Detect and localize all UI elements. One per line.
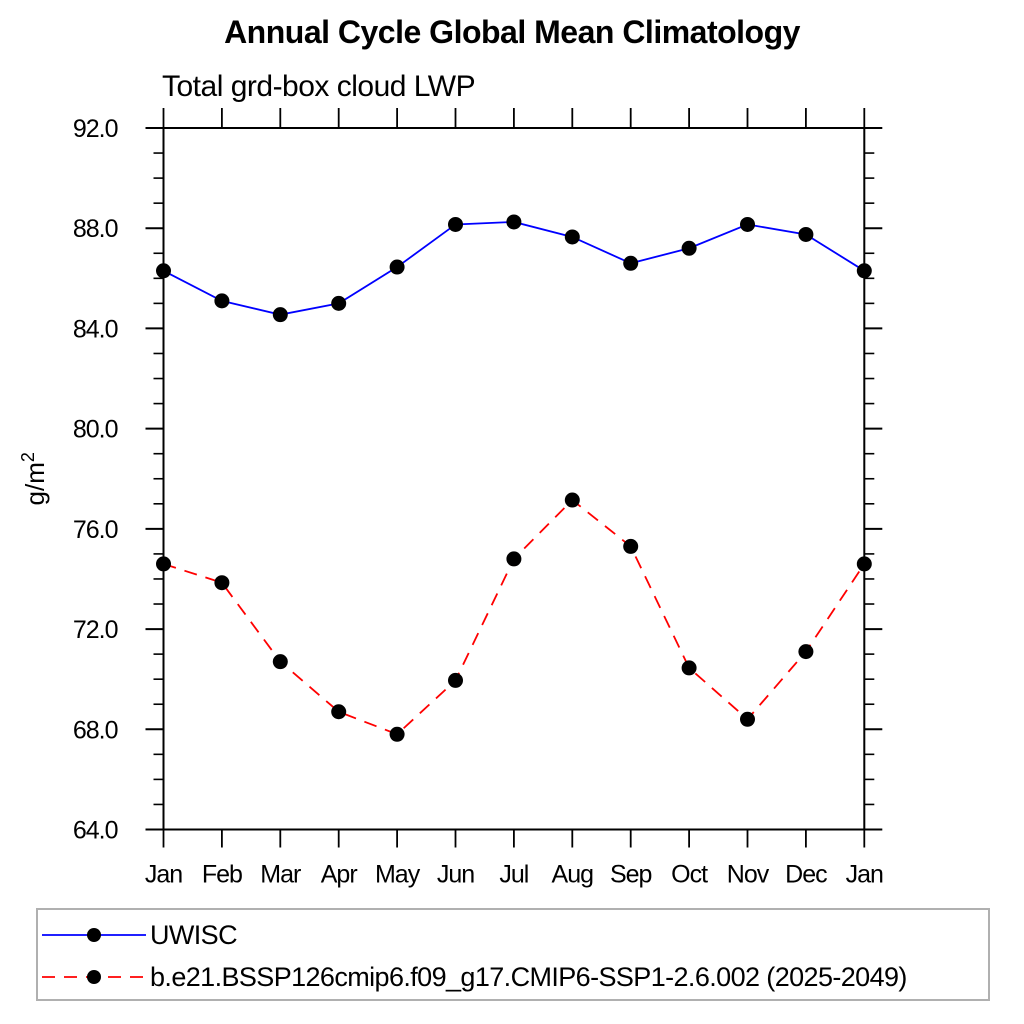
legend-label: b.e21.BSSP126cmip6.f09_g17.CMIP6-SSP1-2.… (150, 961, 907, 992)
data-point-marker (564, 229, 580, 245)
chart-subtitle: Total grd-box cloud LWP (162, 70, 476, 103)
legend-line-sample-solid (42, 928, 146, 942)
legend-label: UWISC (150, 919, 238, 950)
legend-item-model: b.e21.BSSP126cmip6.f09_g17.CMIP6-SSP1-2.… (42, 960, 907, 994)
data-point-marker (272, 654, 288, 670)
data-point-marker (856, 263, 872, 279)
y-tick-label: 64.0 (73, 817, 118, 845)
data-point-marker (448, 672, 463, 688)
x-tick-label: Dec (785, 861, 827, 889)
y-tick-label: 72.0 (73, 616, 118, 644)
y-axis-title: g/m2 (18, 452, 50, 505)
data-point-marker (156, 556, 171, 572)
data-point-marker (389, 726, 405, 742)
data-point-marker (214, 575, 230, 591)
series-line-1 (163, 498, 866, 736)
series-line-0 (163, 221, 865, 316)
x-tick-label: Sep (610, 861, 652, 889)
legend-line-sample-dashed (42, 970, 146, 984)
chart-title: Annual Cycle Global Mean Climatology (224, 14, 800, 50)
x-tick-label: Apr (321, 861, 358, 889)
plot-area: 64.0 68.0 72.0 76.0 80.0 84.0 88.0 92.0 Jan Feb Ma… (18, 108, 884, 889)
x-tick-label: Jul (499, 861, 528, 889)
data-point-marker (564, 492, 580, 508)
data-point-marker (272, 307, 288, 323)
x-tick-label: Jan (846, 861, 883, 889)
x-tick-label: May (375, 861, 421, 889)
data-point-marker (214, 293, 230, 309)
x-tick-label: Aug (552, 861, 594, 889)
data-point-marker (798, 226, 814, 242)
data-point-marker (681, 660, 697, 676)
data-point-marker (623, 538, 639, 554)
y-tick-label: 92.0 (73, 115, 118, 143)
data-point-marker (623, 255, 639, 271)
legend: UWISC b.e21.BSSP126cmip6.f09_g17.CMIP6-S… (36, 908, 990, 1001)
data-point-marker (389, 259, 405, 275)
data-point-marker (798, 644, 814, 660)
data-point-marker (856, 556, 872, 572)
y-tick-label: 76.0 (73, 516, 118, 544)
y-tick-label: 80.0 (73, 416, 118, 444)
data-point-marker (156, 263, 171, 279)
y-tick-label: 84.0 (73, 315, 118, 343)
legend-sample-marker (87, 970, 101, 984)
x-tick-label: Oct (671, 861, 708, 889)
data-point-marker (740, 216, 755, 232)
data-point-marker (331, 704, 347, 720)
data-point-marker (681, 240, 697, 256)
data-point-marker (740, 711, 755, 727)
data-point-marker (506, 551, 522, 567)
axis-frame (162, 127, 866, 831)
x-tick-label: Feb (202, 861, 242, 889)
legend-sample-marker (87, 928, 101, 942)
data-point-marker (331, 295, 347, 311)
y-tick-label: 88.0 (73, 215, 118, 243)
y-tick-label: 68.0 (73, 716, 118, 744)
x-tick-label: Nov (727, 861, 770, 889)
x-tick-label: Jun (437, 861, 474, 889)
data-point-marker (506, 214, 522, 230)
data-point-marker (448, 216, 463, 232)
x-tick-label: Jan (145, 861, 182, 889)
x-tick-label: Mar (260, 861, 301, 889)
legend-item-uwisc: UWISC (42, 918, 238, 952)
